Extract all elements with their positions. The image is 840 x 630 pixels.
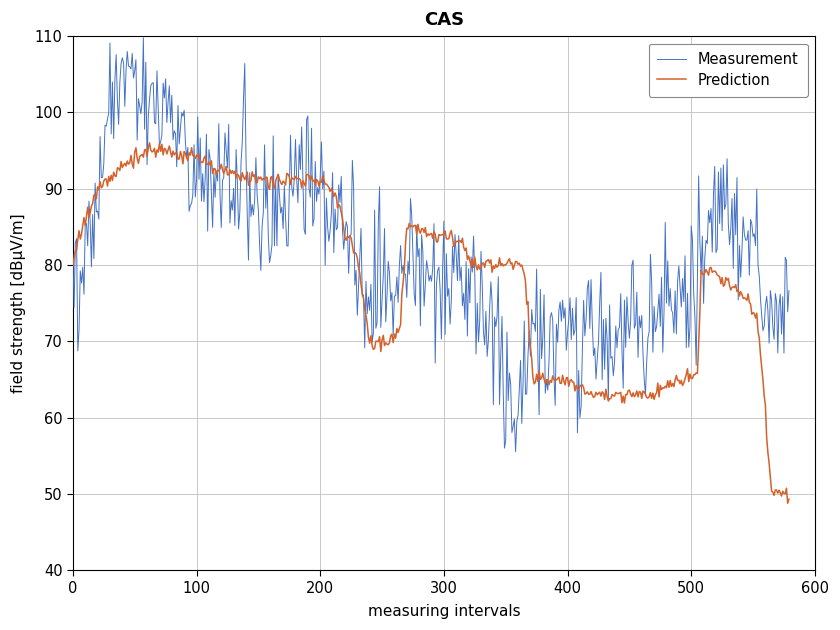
Prediction (784, 495, 794, 503)
Measurement (68, 249, 78, 257)
Measurement (511, 448, 521, 455)
Legend: Measurement, Prediction: Measurement, Prediction (648, 43, 807, 97)
Measurement (171, 163, 181, 171)
Prediction (68, 263, 78, 270)
Measurement (443, 292, 453, 300)
Measurement (784, 287, 794, 294)
Prediction (171, 149, 181, 156)
Measurement (254, 206, 264, 214)
Measurement (726, 225, 736, 232)
Prediction (783, 500, 793, 507)
Title: CAS: CAS (424, 11, 464, 29)
Prediction (621, 391, 631, 398)
Prediction (254, 173, 264, 181)
Prediction (733, 286, 743, 294)
Line: Measurement: Measurement (73, 38, 789, 452)
Measurement (734, 242, 744, 249)
Y-axis label: field strength [dBμV/m]: field strength [dBμV/m] (11, 214, 26, 393)
Prediction (443, 235, 453, 243)
Prediction (144, 139, 155, 147)
Measurement (139, 34, 149, 42)
Measurement (622, 293, 632, 301)
X-axis label: measuring intervals: measuring intervals (368, 604, 520, 619)
Prediction (725, 282, 735, 290)
Line: Prediction: Prediction (73, 143, 789, 503)
